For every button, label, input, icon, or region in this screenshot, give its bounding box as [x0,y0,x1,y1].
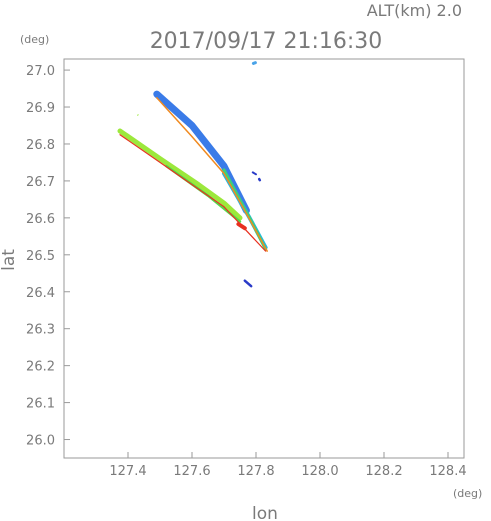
y-axis-label: lat [0,249,19,271]
data-series [117,128,243,221]
x-axis-label: lon [252,504,278,521]
x-tick-label: 128.4 [429,464,466,479]
x-unit-label: (deg) [453,487,482,500]
data-series [236,222,247,231]
data-series [243,279,253,288]
plot-area [117,61,268,288]
x-tick-label: 127.6 [173,464,210,479]
data-series [251,61,257,65]
x-axis-ticks: 127.4 127.6 127.8 128.0 128.2 128.4 [109,452,467,479]
y-tick-label: 26.6 [26,212,55,227]
data-series [251,171,257,176]
y-tick-label: 26.3 [26,323,55,338]
x-tick-label: 127.4 [109,464,146,479]
data-series [156,97,268,252]
chart-title: 2017/09/17 21:16:30 [150,29,383,54]
data-series [119,134,267,252]
x-tick-label: 127.8 [237,464,274,479]
y-tick-label: 26.8 [26,138,55,153]
x-tick-label: 128.0 [301,464,338,479]
y-tick-label: 26.9 [26,101,55,116]
y-tick-label: 26.1 [26,397,55,412]
y-tick-label: 26.4 [26,286,55,301]
y-tick-label: 27.0 [26,64,55,79]
y-tick-label: 26.7 [26,175,55,190]
plot-frame [63,58,465,459]
x-tick-label: 128.2 [365,464,402,479]
header-label: ALT(km) 2.0 [367,1,462,20]
y-tick-label: 26.2 [26,360,55,375]
y-tick-label: 26.5 [26,249,55,264]
y-axis-ticks: 26.0 26.1 26.2 26.3 26.4 26.5 26.6 26.7 26.8 26.9… [26,64,70,449]
data-series [257,177,262,182]
y-tick-label: 26.0 [26,434,55,449]
y-unit-label: (deg) [20,33,49,46]
